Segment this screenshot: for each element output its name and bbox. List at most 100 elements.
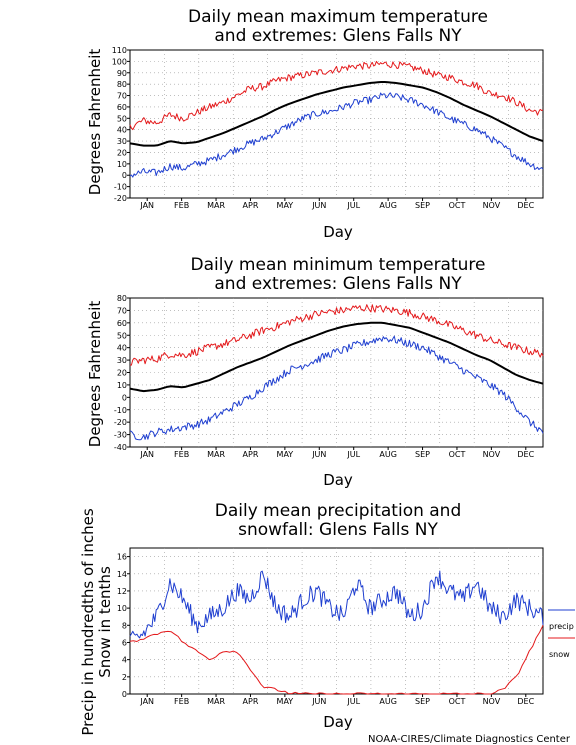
y-tick-label: 6: [122, 638, 127, 647]
y-tick-label: 30: [117, 356, 127, 365]
x-tick-label: OCT: [449, 697, 466, 706]
x-tick-label: SEP: [415, 450, 430, 459]
y-tick-label: 70: [117, 306, 127, 315]
x-tick-label: SEP: [415, 201, 430, 210]
y-tick-label: -20: [114, 194, 127, 203]
series-line-precip: [129, 570, 544, 639]
y-axis-label-line-2: Snow in tenths: [96, 566, 114, 678]
y-axis-label-line-1: Precip in hundredths of inches: [79, 508, 97, 735]
y-tick-label: 14: [117, 570, 127, 579]
x-tick-label: FEB: [174, 450, 189, 459]
series-line-high: [129, 304, 544, 366]
x-tick-label: APR: [243, 201, 259, 210]
min-temperature-chart: Daily mean minimum temperature and extre…: [86, 255, 544, 489]
y-tick-label: 8: [122, 621, 127, 630]
y-tick-label: 0: [122, 690, 127, 699]
y-tick-label: 2: [122, 673, 127, 682]
x-tick-label: AUG: [379, 450, 397, 459]
x-tick-label: APR: [243, 450, 259, 459]
chart-title-line-2: and extremes: Glens Falls NY: [214, 26, 462, 46]
chart-title-line-1: Daily mean maximum temperature: [188, 7, 488, 27]
series-line-low: [129, 335, 544, 441]
y-tick-label: 60: [117, 103, 127, 112]
x-tick-label: MAY: [277, 201, 294, 210]
x-tick-label: DEC: [517, 697, 534, 706]
y-tick-label: 40: [117, 344, 127, 353]
x-tick-label: JUN: [311, 697, 326, 706]
x-tick-label: MAR: [207, 697, 225, 706]
y-tick-label: -30: [114, 431, 127, 440]
x-tick-label: MAR: [207, 450, 225, 459]
x-axis-label: Day: [323, 471, 353, 489]
y-tick-label: 12: [117, 587, 127, 596]
y-tick-label: 10: [117, 604, 127, 613]
y-tick-label: 0: [122, 171, 127, 180]
x-tick-label: MAY: [277, 697, 294, 706]
y-tick-label: 60: [117, 319, 127, 328]
x-tick-label: APR: [243, 697, 259, 706]
y-tick-label: 0: [122, 393, 127, 402]
x-tick-label: SEP: [415, 697, 430, 706]
chart-title-line-1: Daily mean minimum temperature: [191, 255, 486, 275]
y-tick-label: 80: [117, 294, 127, 303]
y-tick-label: 30: [117, 137, 127, 146]
y-tick-label: 80: [117, 80, 127, 89]
x-tick-label: JUL: [346, 201, 360, 210]
x-tick-label: AUG: [379, 201, 397, 210]
x-axis-label: Day: [323, 223, 353, 241]
x-tick-label: JAN: [139, 450, 154, 459]
y-tick-label: -40: [114, 443, 127, 452]
x-tick-label: OCT: [449, 450, 466, 459]
series-line-mean: [129, 81, 544, 147]
x-tick-label: JUL: [346, 697, 360, 706]
legend: precip snow: [548, 609, 575, 659]
x-tick-label: DEC: [517, 450, 534, 459]
x-tick-label: JUN: [311, 201, 326, 210]
y-axis-label: Degrees Fahrenheit: [86, 49, 104, 196]
x-tick-label: FEB: [174, 697, 189, 706]
y-tick-label: 10: [117, 381, 127, 390]
y-tick-label: 90: [117, 69, 127, 78]
x-tick-label: JAN: [139, 697, 154, 706]
legend-precip-label: precip: [549, 622, 574, 631]
y-tick-label: 20: [117, 369, 127, 378]
chart-title-line-1: Daily mean precipitation and: [215, 501, 462, 521]
y-axis-label: Degrees Fahrenheit: [86, 301, 104, 448]
series-line-high: [129, 60, 544, 131]
y-tick-label: -20: [114, 418, 127, 427]
credit-text: NOAA-CIRES/Climate Diagnostics Center: [368, 734, 571, 745]
y-tick-label: 50: [117, 114, 127, 123]
x-tick-label: MAR: [207, 201, 225, 210]
max-temperature-chart: Daily mean maximum temperature and extre…: [86, 7, 544, 241]
x-tick-label: NOV: [483, 201, 501, 210]
x-tick-label: NOV: [483, 697, 501, 706]
x-tick-label: OCT: [449, 201, 466, 210]
x-tick-label: JAN: [139, 201, 154, 210]
chart-title-line-2: snowfall: Glens Falls NY: [238, 520, 438, 540]
x-axis-label: Day: [323, 713, 353, 731]
y-tick-label: 50: [117, 331, 127, 340]
chart-title-line-2: and extremes: Glens Falls NY: [214, 274, 462, 294]
series-line-snow: [129, 625, 544, 695]
x-tick-label: JUN: [311, 450, 326, 459]
y-tick-label: 110: [112, 46, 127, 55]
y-tick-label: 40: [117, 126, 127, 135]
x-tick-label: JUL: [346, 450, 360, 459]
x-tick-label: NOV: [483, 450, 501, 459]
legend-snow-label: snow: [549, 650, 570, 659]
x-tick-label: DEC: [517, 201, 534, 210]
y-tick-label: -10: [114, 406, 127, 415]
y-tick-label: 100: [112, 57, 127, 66]
precipitation-chart: Daily mean precipitation and snowfall: G…: [79, 501, 575, 736]
x-tick-label: FEB: [174, 201, 189, 210]
y-tick-label: 10: [117, 160, 127, 169]
y-tick-label: 70: [117, 92, 127, 101]
series-line-mean: [129, 321, 544, 393]
series-line-low: [129, 92, 544, 178]
plot-frame: [129, 49, 544, 199]
y-tick-label: -10: [114, 183, 127, 192]
x-tick-label: AUG: [379, 697, 397, 706]
y-tick-label: 16: [117, 553, 127, 562]
y-tick-label: 4: [122, 656, 127, 665]
